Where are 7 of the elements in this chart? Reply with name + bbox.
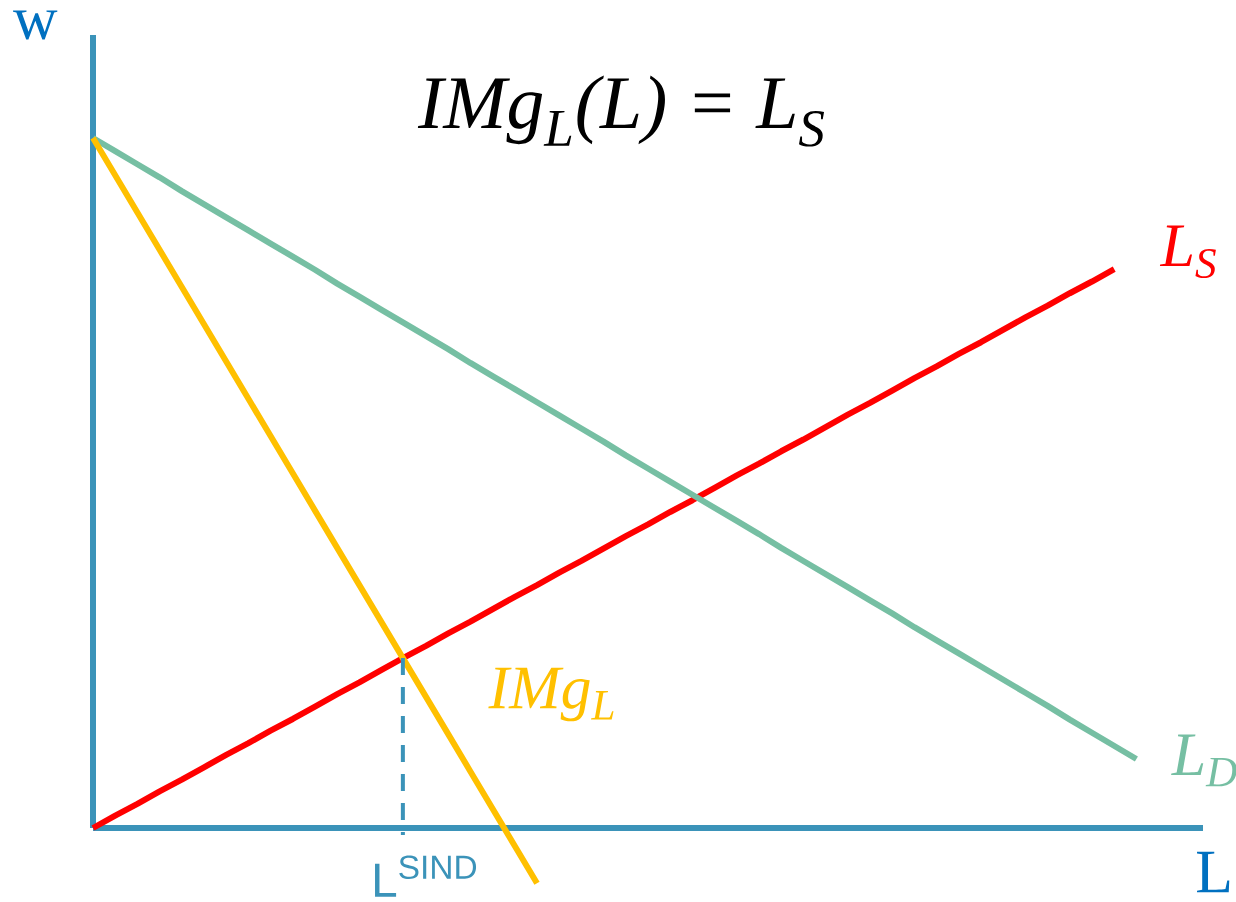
x-axis-title: L — [1197, 851, 1230, 893]
series-label: L$_{S}$ — [1159, 225, 1216, 279]
chart-title: IMg$_{L}$(L) = L$_{S}$ — [417, 75, 825, 147]
y-axis-title: w — [13, 10, 58, 40]
series-label: L$_{D}$ — [1171, 734, 1236, 787]
series-label: IMg$_{L}$ — [488, 667, 614, 722]
annotation: L$^{SIND}$ — [375, 855, 477, 897]
